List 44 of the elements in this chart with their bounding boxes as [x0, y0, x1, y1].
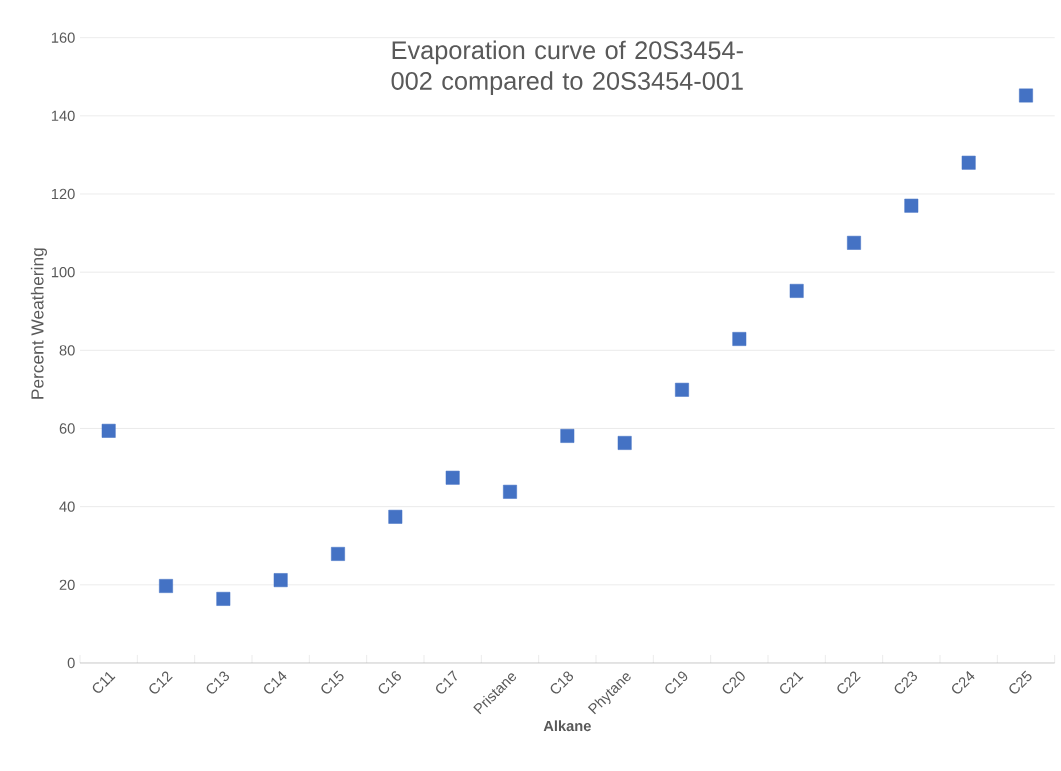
y-axis-title: Percent Weathering	[30, 248, 48, 399]
y-tick-label: 160	[51, 32, 75, 43]
x-axis-title: Alkane	[543, 720, 591, 732]
point	[331, 547, 345, 561]
x-tick-label: C12	[149, 671, 173, 694]
point	[617, 436, 632, 450]
y-tick-label: 20	[59, 579, 75, 591]
point	[388, 509, 403, 524]
point	[961, 155, 976, 170]
y-tick-label: 80	[59, 345, 75, 356]
point	[445, 470, 460, 485]
y-tick-label: 60	[59, 423, 75, 434]
x-tick-label: C14	[264, 671, 287, 694]
point	[159, 579, 173, 593]
x-tick-label: C17	[436, 670, 457, 694]
point	[216, 591, 231, 606]
y-tick-label: 40	[59, 501, 75, 512]
x-tick-label: C16	[378, 671, 401, 694]
point	[273, 573, 288, 588]
point	[675, 382, 689, 397]
x-tick-label: C22	[837, 671, 861, 694]
y-tick-label: 120	[51, 188, 75, 200]
point	[1019, 88, 1033, 103]
point	[560, 428, 575, 443]
x-tick-label: C11	[92, 672, 116, 693]
y-tick-label: 140	[51, 110, 75, 122]
x-tick-label: C19	[665, 671, 688, 694]
y-tick-label: 100	[51, 266, 75, 278]
x-tick-label: C13	[206, 671, 230, 694]
point	[847, 235, 861, 250]
y-tick-label: 0	[67, 657, 75, 669]
x-tick-label: C18	[550, 671, 574, 694]
point	[101, 423, 116, 438]
point	[789, 283, 804, 298]
x-tick-label: C24	[952, 671, 975, 694]
x-tick-label: C23	[894, 671, 918, 694]
point	[904, 198, 919, 213]
x-tick-label: C20	[722, 671, 745, 694]
x-tick-label: C15	[321, 670, 344, 694]
point	[503, 484, 517, 499]
text: Evaporation curve of 20S3454-002 compared to 20S3454-001	[391, 40, 743, 95]
point	[732, 332, 747, 346]
x-tick-label: C21	[780, 672, 804, 694]
x-tick-label: C25	[1009, 670, 1032, 694]
